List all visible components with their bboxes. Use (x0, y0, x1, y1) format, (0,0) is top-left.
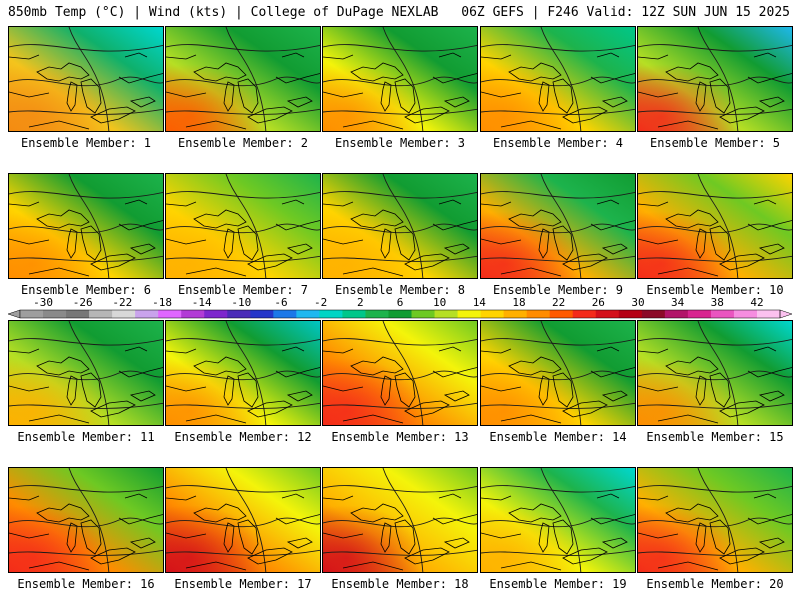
colorbar-tick-label: 30 (631, 296, 644, 309)
colorbar-swatch (549, 310, 574, 318)
colorbar-tick-label: -10 (231, 296, 251, 309)
ensemble-member-map (480, 26, 636, 132)
ensemble-member-label: Ensemble Member: 14 (489, 430, 627, 444)
colorbar-swatch (273, 310, 297, 318)
ensemble-member-label: Ensemble Member: 4 (492, 136, 624, 150)
colorbar-tick-label: 26 (592, 296, 605, 309)
colorbar-swatch (664, 310, 689, 318)
colorbar-swatch (227, 310, 251, 318)
ensemble-member-label: Ensemble Member: 8 (334, 283, 466, 297)
ensemble-member-label: Ensemble Member: 10 (646, 283, 784, 297)
colorbar-swatch (572, 310, 597, 318)
colorbar-swatch (342, 310, 366, 318)
colorbar-tick-label: -22 (112, 296, 132, 309)
ensemble-member-label: Ensemble Member: 20 (646, 577, 784, 591)
ensemble-member-map (637, 467, 793, 573)
ensemble-member-label: Ensemble Member: 16 (17, 577, 155, 591)
temperature-colorbar: -30 -26 -22 -18 -14 -10 -6 -2 2 6 10 14 18 22 26 30 34 38… (7, 296, 793, 319)
colorbar-left-arrow (7, 309, 21, 319)
colorbar-swatch (296, 310, 320, 318)
ensemble-member-label: Ensemble Member: 11 (17, 430, 155, 444)
colorbar-swatch (503, 310, 528, 318)
colorbar-swatch (526, 310, 551, 318)
colorbar-tick-label: -14 (192, 296, 212, 309)
ensemble-member-map (480, 320, 636, 426)
colorbar-tick-label: 34 (671, 296, 685, 309)
colorbar-swatch (411, 310, 436, 318)
ensemble-member-map (165, 467, 321, 573)
colorbar-tick-label: 2 (357, 296, 364, 309)
ensemble-member-label: Ensemble Member: 18 (331, 577, 469, 591)
ensemble-member-label: Ensemble Member: 2 (177, 136, 309, 150)
ensemble-member-map (637, 26, 793, 132)
colorbar-tick-label: 18 (512, 296, 525, 309)
ensemble-member-map (165, 26, 321, 132)
ensemble-member-label: Ensemble Member: 13 (331, 430, 469, 444)
colorbar-tick-label: -6 (274, 296, 287, 309)
chart-header-title: 850mb Temp (°C) | Wind (kts) | College o… (8, 5, 439, 20)
colorbar-tick-label: -30 (33, 296, 53, 309)
colorbar-tick-label: 14 (473, 296, 487, 309)
colorbar-tick-label: -26 (73, 296, 93, 309)
colorbar-swatch (434, 310, 459, 318)
ensemble-member-map (322, 467, 478, 573)
colorbar-swatch (66, 310, 90, 318)
colorbar-right-arrow (779, 309, 793, 319)
colorbar-swatch (457, 310, 482, 318)
colorbar-swatch (733, 310, 758, 318)
ensemble-member-map (322, 320, 478, 426)
ensemble-member-label: Ensemble Member: 19 (489, 577, 627, 591)
ensemble-member-map (480, 173, 636, 279)
ensemble-member-label: Ensemble Member: 7 (177, 283, 309, 297)
ensemble-member-map (322, 26, 478, 132)
colorbar-swatch (365, 310, 389, 318)
colorbar-swatch (710, 310, 735, 318)
ensemble-member-label: Ensemble Member: 3 (334, 136, 466, 150)
colorbar-swatch (135, 310, 159, 318)
ensemble-member-map (322, 173, 478, 279)
ensemble-member-label: Ensemble Member: 17 (174, 577, 312, 591)
colorbar-swatch (204, 310, 228, 318)
ensemble-member-label: Ensemble Member: 9 (492, 283, 624, 297)
colorbar-swatch (618, 310, 643, 318)
colorbar-swatch (250, 310, 274, 318)
colorbar-swatch (687, 310, 712, 318)
colorbar-outline (19, 309, 781, 319)
colorbar-swatch (480, 310, 505, 318)
ensemble-member-map (8, 26, 164, 132)
colorbar-swatch (43, 310, 67, 318)
ensemble-member-map (165, 173, 321, 279)
ensemble-member-label: Ensemble Member: 5 (649, 136, 781, 150)
colorbar-swatch (112, 310, 136, 318)
chart-header-valid-time: 06Z GEFS | F246 Valid: 12Z SUN JUN 15 20… (461, 5, 790, 20)
colorbar-swatch (388, 310, 413, 318)
ensemble-member-map (165, 320, 321, 426)
colorbar-swatch (89, 310, 113, 318)
colorbar-swatch (319, 310, 343, 318)
colorbar-tick-label: 38 (711, 296, 724, 309)
ensemble-member-label: Ensemble Member: 15 (646, 430, 784, 444)
ensemble-member-label: Ensemble Member: 12 (174, 430, 312, 444)
colorbar-tick-label: 6 (397, 296, 404, 309)
ensemble-member-label: Ensemble Member: 1 (20, 136, 152, 150)
colorbar-tick-label: -2 (314, 296, 327, 309)
ensemble-member-label: Ensemble Member: 6 (20, 283, 152, 297)
colorbar-swatch (756, 310, 781, 318)
ensemble-member-map (480, 467, 636, 573)
ensemble-member-map (637, 320, 793, 426)
ensemble-member-map (8, 467, 164, 573)
ensemble-member-map (8, 320, 164, 426)
colorbar-swatch (181, 310, 205, 318)
ensemble-member-map (8, 173, 164, 279)
colorbar-swatch (20, 310, 44, 318)
colorbar-swatch (595, 310, 620, 318)
colorbar-tick-label: 10 (433, 296, 446, 309)
colorbar-swatch (158, 310, 182, 318)
colorbar-tick-label: 22 (552, 296, 565, 309)
colorbar-swatch (641, 310, 666, 318)
colorbar-tick-label: -18 (152, 296, 172, 309)
ensemble-member-map (637, 173, 793, 279)
colorbar-tick-label: 42 (750, 296, 763, 309)
